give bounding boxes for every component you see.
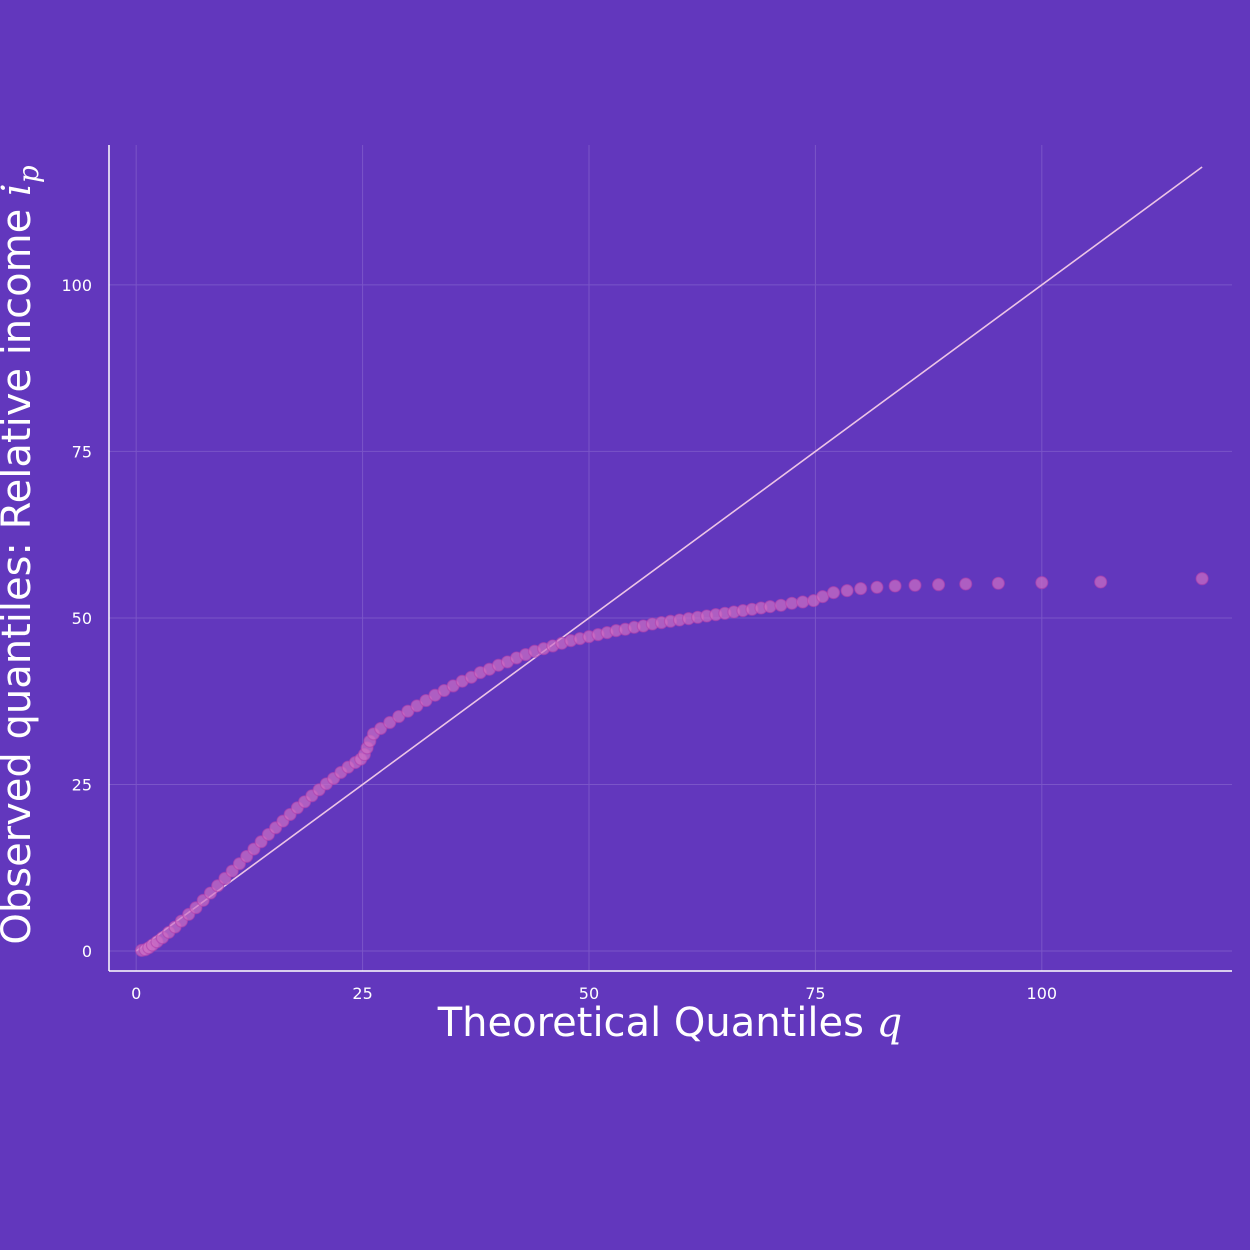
y-tick-label: 0 (82, 942, 92, 961)
data-point (816, 590, 830, 604)
axes (108, 145, 1232, 972)
data-point (796, 595, 810, 609)
data-point (991, 576, 1005, 590)
x-tick-label: 50 (579, 984, 599, 1003)
x-tick-labels: 0 25 50 75 100 (131, 984, 1057, 1003)
y-tick-label: 25 (72, 775, 92, 794)
x-axis-title: Theoretical Quantiles q (437, 1000, 903, 1046)
data-point (1094, 575, 1108, 589)
x-tick-label: 25 (352, 984, 372, 1003)
data-point (374, 721, 388, 736)
data-point (931, 578, 946, 592)
data-point (785, 596, 799, 610)
data-point (826, 586, 841, 600)
data-points (135, 572, 1209, 957)
reference-line-layer (135, 166, 1203, 952)
reference-line (135, 166, 1203, 952)
data-point (870, 580, 884, 594)
y-axis-title-text: Observed quantiles: Relative income (0, 209, 40, 945)
x-axis-title-text: Theoretical Quantiles (437, 1000, 864, 1046)
data-point (840, 584, 854, 598)
y-axis-title-symbol: i (0, 183, 40, 196)
data-point (1035, 576, 1049, 590)
data-point (959, 577, 973, 591)
data-point (908, 578, 922, 592)
y-axis-title: Observed quantiles: Relative income ip (0, 165, 45, 944)
grid (109, 145, 1232, 971)
x-tick-label: 100 (1027, 984, 1058, 1003)
y-tick-label: 75 (72, 442, 92, 461)
x-tick-label: 0 (131, 984, 141, 1003)
data-point (854, 582, 868, 596)
y-axis-title-subscript: p (12, 165, 45, 183)
y-tick-label: 100 (61, 276, 92, 295)
data-point (774, 598, 788, 612)
x-tick-label: 75 (805, 984, 825, 1003)
x-axis-title-symbol: q (877, 1000, 903, 1046)
data-point (763, 600, 777, 614)
data-point (888, 579, 902, 593)
data-point (1195, 572, 1209, 586)
y-tick-label: 50 (72, 609, 92, 628)
data-point (383, 715, 397, 730)
y-tick-labels: 0 25 50 75 100 (61, 276, 92, 961)
